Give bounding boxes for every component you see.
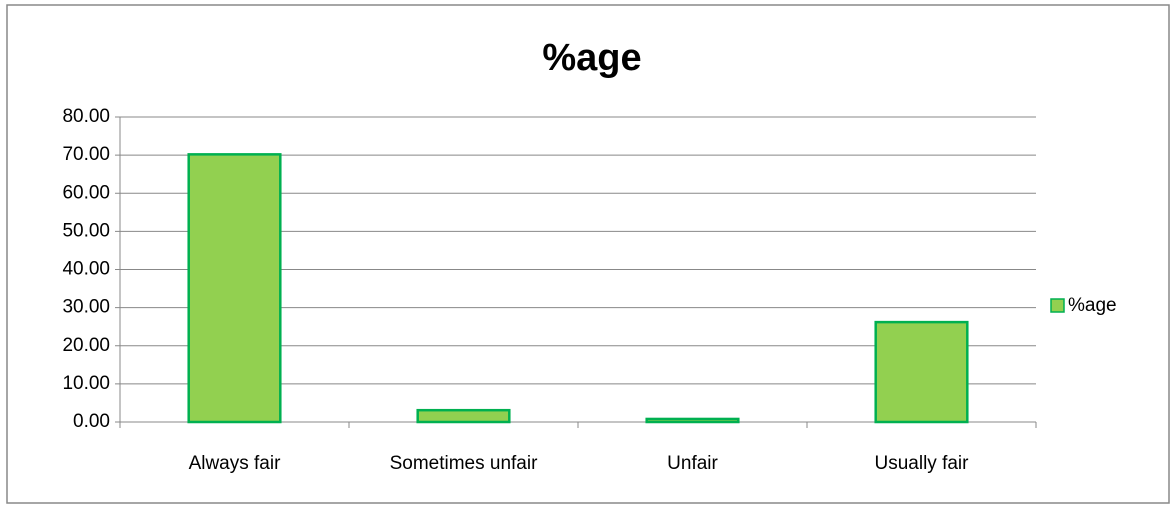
x-tick-label: Usually fair <box>875 453 970 474</box>
x-tick-label: Unfair <box>667 453 718 474</box>
y-tick-label: 10.00 <box>62 373 110 394</box>
bar <box>874 320 969 424</box>
y-tick-label: 80.00 <box>62 106 110 127</box>
x-tick-label: Always fair <box>189 453 282 474</box>
y-tick-label: 70.00 <box>62 144 110 165</box>
y-tick-label: 50.00 <box>62 220 110 241</box>
chart-frame <box>6 4 1170 504</box>
legend-swatch <box>1050 298 1065 313</box>
bar <box>416 408 511 424</box>
y-tick-label: 60.00 <box>62 182 110 203</box>
y-tick-label: 0.00 <box>73 411 110 432</box>
chart-title: %age <box>542 37 641 79</box>
bar <box>645 417 740 424</box>
y-tick-label: 30.00 <box>62 297 110 318</box>
y-tick-label: 40.00 <box>62 259 110 280</box>
y-tick-label: 20.00 <box>62 335 110 356</box>
legend-label: %age <box>1068 295 1117 316</box>
x-tick-label: Sometimes unfair <box>390 453 539 474</box>
bar <box>187 153 282 424</box>
